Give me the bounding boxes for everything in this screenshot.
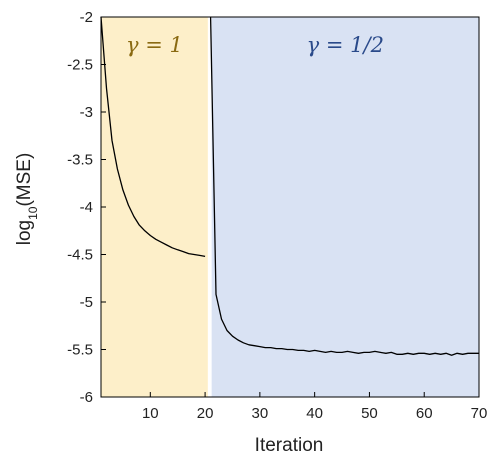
x-tick-label: 70	[471, 405, 488, 422]
x-axis-label: Iteration	[255, 435, 324, 456]
y-axis-ticks: -2 -2.5 -3 -3.5 -4 -4.5 -5 -5.5 -6	[67, 9, 106, 406]
y-tick-label: -6	[80, 389, 93, 406]
series-lines	[100, 16, 479, 356]
region-2	[211, 17, 479, 397]
y-tick-label: -3.5	[67, 152, 93, 169]
y-tick-label: -5	[80, 294, 93, 311]
y-axis-label: log10(MSE)	[14, 153, 40, 246]
x-tick-label: 30	[252, 405, 269, 422]
series-line-2	[209, 16, 479, 356]
y-tick-label: -2	[80, 9, 93, 26]
x-axis-ticks: 10 20 30 40 50 60 70	[142, 392, 487, 422]
region-1	[101, 17, 208, 397]
y-tick-label: -4	[80, 199, 93, 216]
region-label-2: γ = 1/2	[307, 33, 384, 57]
y-tick-label: -4.5	[67, 247, 93, 264]
series-line-1	[100, 16, 206, 258]
x-tick-label: 60	[416, 405, 433, 422]
y-tick-label: -2.5	[67, 57, 93, 74]
x-tick-label: 10	[142, 405, 159, 422]
y-tick-label: -5.5	[67, 342, 93, 359]
background-regions	[101, 17, 479, 397]
x-tick-label: 40	[306, 405, 323, 422]
region-labels: γ = 1 γ = 1/2	[126, 33, 384, 57]
x-tick-label: 20	[197, 405, 214, 422]
y-tick-label: -3	[80, 104, 93, 121]
region-label-1: γ = 1	[126, 33, 183, 57]
x-tick-label: 50	[361, 405, 378, 422]
